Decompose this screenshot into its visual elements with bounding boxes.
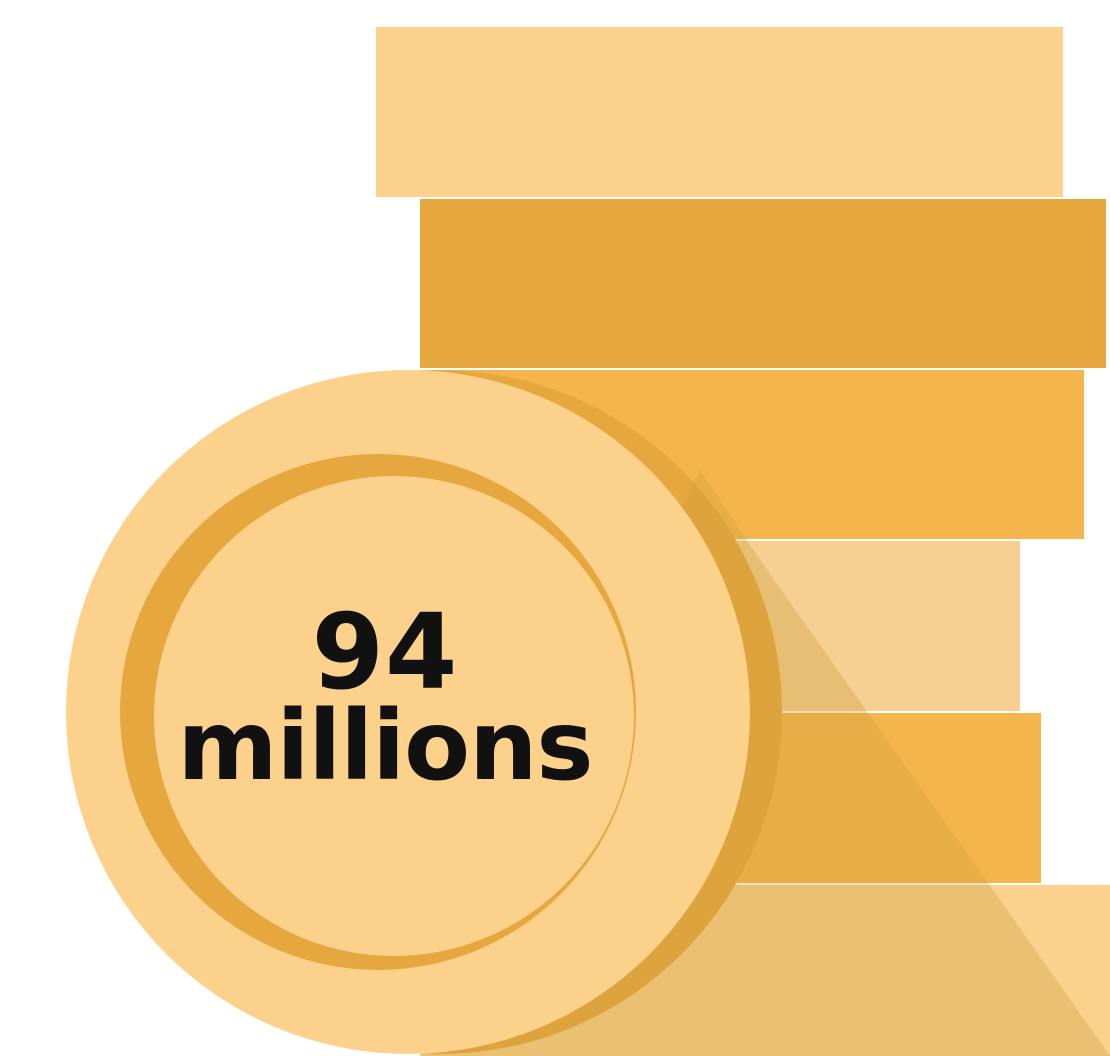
- coin-number: 94: [311, 591, 459, 713]
- stack-bar-1: [376, 27, 1063, 197]
- coin-label: 94 millions: [150, 600, 620, 794]
- coin-inner-face: [154, 476, 634, 956]
- coin-unit: millions: [177, 690, 593, 802]
- stack-bar-2: [420, 199, 1106, 368]
